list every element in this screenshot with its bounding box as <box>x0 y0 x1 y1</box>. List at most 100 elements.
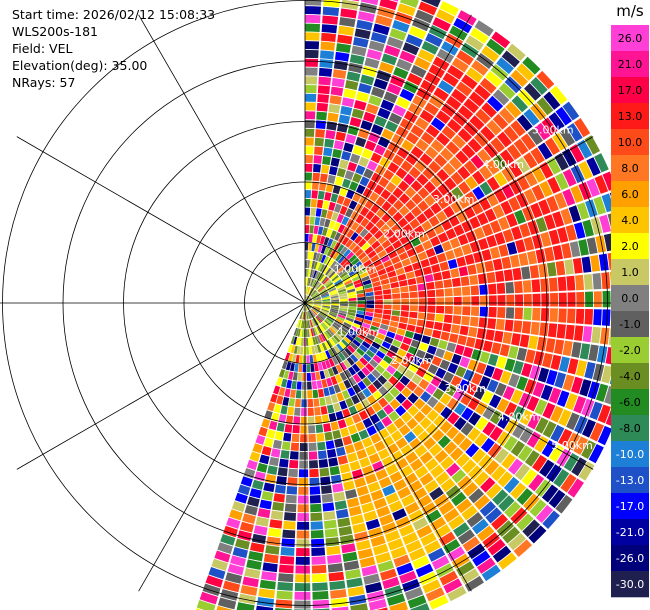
range-gate-cell <box>433 321 443 331</box>
range-gate-cell <box>398 524 415 537</box>
range-gate-cell <box>317 362 324 371</box>
range-gate-cell <box>514 307 523 320</box>
range-gate-cell <box>501 256 512 269</box>
range-gate-cell <box>472 170 486 185</box>
range-gate-cell <box>288 468 298 478</box>
range-gate-cell <box>385 181 397 193</box>
range-gate-cell <box>312 599 330 609</box>
range-gate-cell <box>311 564 327 574</box>
range-gate-cell <box>443 205 455 218</box>
range-gate-cell <box>316 284 324 291</box>
range-gate-cell <box>428 215 440 227</box>
range-gate-cell <box>375 468 388 481</box>
range-gate-cell <box>435 110 451 125</box>
range-gate-cell <box>374 245 384 254</box>
range-gate-cell <box>321 308 330 313</box>
range-gate-cell <box>443 279 453 288</box>
range-gate-cell <box>305 207 311 216</box>
range-gate-cell <box>370 86 385 99</box>
range-gate-cell <box>337 288 347 293</box>
range-gate-cell <box>449 25 468 41</box>
range-gate-cell <box>306 286 309 295</box>
range-gate-cell <box>372 354 382 364</box>
range-gate-cell <box>433 401 446 414</box>
range-gate-cell <box>270 510 284 520</box>
range-gate-cell <box>516 63 535 81</box>
range-gate-cell <box>423 327 433 337</box>
range-gate-cell <box>502 386 515 401</box>
range-gate-cell <box>413 385 425 397</box>
colorbar-tick-label: 6.0 <box>621 188 639 201</box>
range-gate-cell <box>577 139 593 159</box>
range-gate-cell <box>334 51 350 62</box>
range-gate-cell <box>312 591 329 600</box>
range-gate-cell <box>333 491 346 502</box>
range-gate-cell <box>240 476 253 487</box>
colorbar-segment <box>611 207 649 234</box>
range-gate-cell <box>433 272 443 281</box>
range-gate-cell <box>248 550 264 562</box>
azimuth-spoke <box>304 14 472 304</box>
colorbar-segment <box>611 441 649 468</box>
range-gate-cell <box>355 214 365 224</box>
range-gate-cell <box>313 298 322 301</box>
range-gate-cell <box>337 517 351 528</box>
range-gate-cell <box>258 426 268 437</box>
range-gate-cell <box>373 259 383 267</box>
range-gate-cell <box>358 429 369 440</box>
range-gate-cell <box>311 292 319 299</box>
range-gate-cell <box>451 186 464 200</box>
range-gate-cell <box>424 479 439 494</box>
colorbar-segment <box>611 181 649 208</box>
range-gate-cell <box>305 300 313 303</box>
range-gate-cell <box>308 451 318 460</box>
range-gate-cell <box>355 286 364 291</box>
range-gate-cell <box>486 483 502 500</box>
range-gate-cell <box>393 478 407 492</box>
range-gate-cell <box>300 434 308 443</box>
range-gate-cell <box>479 351 490 364</box>
range-gate-cell <box>374 308 383 314</box>
range-gate-cell <box>331 356 339 366</box>
range-gate-cell <box>395 405 407 417</box>
range-gate-cell <box>507 458 524 475</box>
range-gate-cell <box>496 57 515 75</box>
range-gate-cell <box>305 190 312 199</box>
range-gate-cell <box>356 333 366 341</box>
range-gate-cell <box>505 101 522 119</box>
range-gate-cell <box>305 67 318 76</box>
range-gate-cell <box>492 113 509 130</box>
range-gate-cell <box>555 106 572 126</box>
range-gate-cell <box>220 589 239 601</box>
range-gate-cell <box>348 297 357 301</box>
range-gate-cell <box>410 206 422 218</box>
range-gate-cell <box>288 371 294 380</box>
range-gate-cell <box>513 138 529 156</box>
range-gate-cell <box>341 274 350 281</box>
range-gate-cell <box>471 448 486 464</box>
range-gate-cell <box>519 334 530 348</box>
range-gate-cell <box>400 286 409 293</box>
range-gate-cell <box>530 103 547 121</box>
range-gate-cell <box>367 481 381 493</box>
range-gate-cell <box>435 471 450 486</box>
range-gate-cell <box>584 361 596 380</box>
range-gate-cell <box>305 303 307 311</box>
colorbar-segment <box>611 519 649 546</box>
range-gate-cell <box>322 297 331 301</box>
range-gate-cell <box>397 180 410 192</box>
range-label: 3.00km <box>433 193 475 206</box>
range-gate-cell <box>417 283 426 291</box>
range-gate-cell <box>373 497 388 510</box>
range-label: 5.00km <box>532 124 574 137</box>
range-gate-cell <box>205 575 223 588</box>
range-gate-cell <box>336 167 346 178</box>
range-gate-cell <box>359 2 377 14</box>
range-gate-cell <box>450 268 460 278</box>
range-gate-cell <box>311 190 318 199</box>
range-gate-cell <box>576 202 590 220</box>
range-gate-cell <box>318 286 326 293</box>
range-gate-cell <box>275 599 293 609</box>
range-gate-cell <box>414 56 431 71</box>
range-gate-cell <box>357 370 366 380</box>
